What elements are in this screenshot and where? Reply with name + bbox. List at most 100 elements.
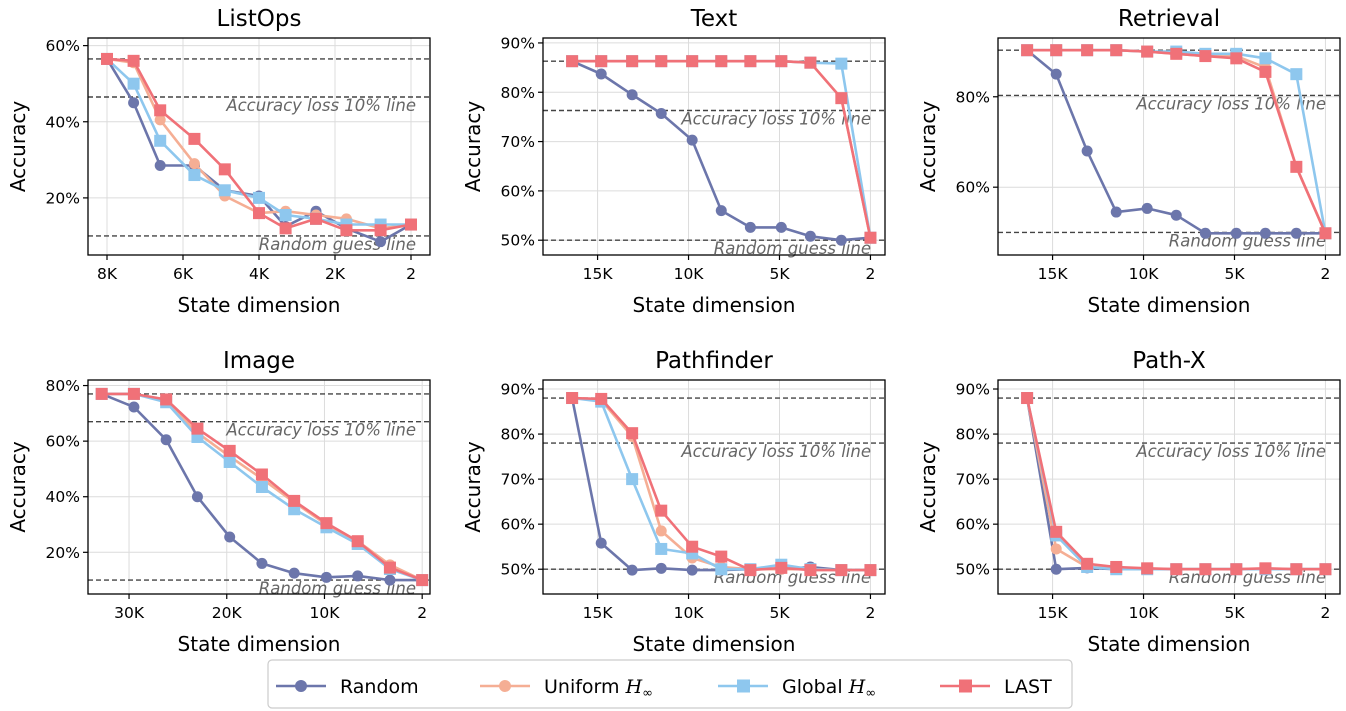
data-point-last [340, 224, 353, 237]
data-point-random [775, 221, 787, 233]
x-tick-label: 6K [173, 265, 194, 283]
data-point-last [835, 92, 848, 105]
panel-text: Accuracy loss 10% line Random guess line 1… [461, 6, 886, 317]
data-point-last [1230, 563, 1243, 576]
data-point-last [416, 574, 429, 587]
data-point-uniform [188, 158, 200, 170]
data-point-global [218, 184, 231, 197]
x-tick-label: 30K [114, 604, 145, 622]
data-point-random [288, 567, 300, 579]
data-point-random [1199, 227, 1211, 239]
x-tick-label: 4K [249, 265, 270, 283]
y-tick-label: 20% [46, 544, 80, 562]
data-point-random [655, 562, 667, 574]
y-tick-label: 50% [501, 561, 535, 579]
data-point-random [160, 434, 172, 446]
series-line-global [1027, 48, 1327, 234]
x-tick-label: 20K [212, 604, 243, 622]
y-axis-label: Accuracy [461, 441, 485, 532]
data-point-last [1290, 160, 1303, 173]
data-point-random [595, 537, 607, 549]
data-point-last [320, 517, 333, 530]
reference-line-label: Accuracy loss 10% line [225, 421, 416, 440]
data-point-last [383, 561, 396, 574]
legend-marker [499, 680, 511, 692]
data-point-last [1319, 563, 1332, 576]
x-axis-label: State dimension [178, 632, 341, 656]
data-point-random [128, 97, 140, 109]
data-point-last [655, 504, 668, 517]
data-point-random [384, 574, 396, 586]
data-point-last [1199, 50, 1212, 63]
data-point-global [188, 169, 201, 182]
data-point-last [288, 494, 301, 507]
reference-line-label: Accuracy loss 10% line [1135, 94, 1326, 113]
series-line-last [1025, 397, 1326, 571]
data-point-last [626, 427, 639, 440]
data-point-random [1110, 206, 1122, 218]
x-tick-label: 10K [310, 604, 341, 622]
y-tick-label: 90% [501, 381, 535, 399]
panel-title: Path-X [1132, 348, 1206, 374]
x-tick-label: 2 [1321, 265, 1331, 283]
data-point-last [1050, 44, 1063, 57]
data-point-last [1170, 563, 1183, 576]
legend: Random Uniform H∞ Global H∞ LAST [267, 659, 1073, 709]
data-point-last [775, 561, 788, 574]
x-tick-label: 15K [1038, 265, 1069, 283]
series-line-uniform [571, 396, 871, 572]
data-point-last [255, 468, 268, 481]
x-tick-label: 5K [1224, 604, 1245, 622]
legend-label: LAST [1004, 676, 1052, 698]
data-point-last [1050, 525, 1063, 538]
data-point-global [715, 563, 728, 576]
x-tick-label: 15K [1038, 604, 1069, 622]
panel-title: Retrieval [1118, 6, 1220, 32]
data-point-last [95, 387, 108, 400]
data-point-last [835, 564, 848, 577]
data-point-last [715, 55, 728, 68]
y-axis-label: Accuracy [461, 101, 485, 192]
data-point-last [864, 231, 877, 244]
y-tick-label: 60% [46, 37, 80, 55]
data-point-last [1081, 557, 1094, 570]
data-point-last [626, 55, 639, 68]
data-point-last [566, 55, 579, 68]
data-point-last [160, 393, 173, 406]
axes-frame [542, 37, 886, 256]
data-point-random [320, 571, 332, 583]
data-point-last [1110, 44, 1123, 57]
data-point-global [655, 542, 668, 555]
data-point-random [1081, 145, 1093, 157]
y-tick-label: 50% [501, 232, 535, 250]
legend-marker [959, 679, 972, 693]
y-tick-label: 40% [46, 113, 80, 131]
data-point-random [191, 491, 203, 503]
data-point-last [686, 55, 699, 68]
data-point-last [223, 444, 236, 457]
data-point-global [835, 57, 848, 70]
x-axis-label: State dimension [633, 293, 796, 317]
x-tick-label: 10K [674, 265, 705, 283]
panel-title: Text [690, 6, 738, 32]
data-point-last [1170, 47, 1183, 60]
data-point-random [1230, 227, 1242, 239]
data-point-last [715, 550, 728, 563]
data-point-last [191, 422, 204, 435]
series-line-last [572, 396, 871, 572]
series-line-random [1025, 397, 1326, 571]
legend-marker [737, 679, 750, 693]
data-point-random [744, 221, 756, 233]
reference-line-label: Accuracy loss 10% line [680, 109, 871, 128]
data-point-random [375, 236, 387, 248]
x-tick-label: 5K [769, 604, 790, 622]
x-tick-label: 2 [866, 604, 876, 622]
data-point-last [1081, 44, 1094, 57]
data-point-global [1290, 68, 1303, 81]
x-tick-label: 10K [1129, 265, 1160, 283]
data-point-global [253, 191, 265, 204]
data-point-random [804, 230, 816, 242]
series-line-random [1026, 49, 1326, 235]
legend-label: Global H∞ [782, 676, 876, 701]
